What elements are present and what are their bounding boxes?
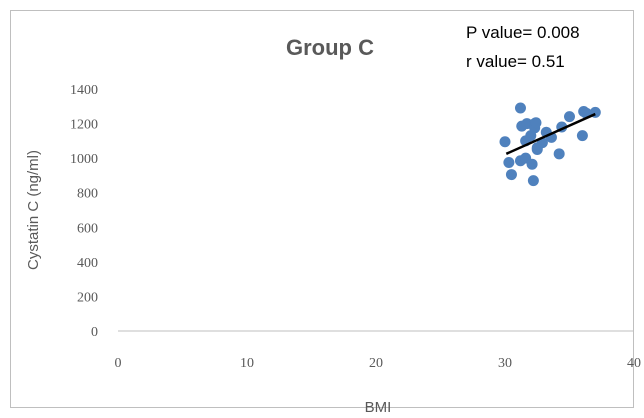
data-point [527, 175, 539, 187]
p-value-annotation: P value= 0.008 [466, 23, 580, 42]
data-point [514, 102, 526, 114]
y-tick-label: 600 [77, 221, 98, 236]
y-tick-label: 400 [77, 256, 98, 271]
chart-title: Group C [286, 35, 374, 60]
y-tick-label: 1400 [70, 83, 98, 98]
data-point [505, 169, 517, 181]
y-tick-label: 0 [91, 325, 98, 340]
data-point [576, 130, 588, 142]
x-tick-labels: 0 10 20 30 40 [115, 356, 642, 371]
r-value-annotation: r value= 0.51 [466, 52, 565, 71]
data-point [530, 117, 542, 129]
y-tick-labels: 0 200 400 600 800 1000 1200 1400 [70, 83, 98, 340]
y-tick-label: 1200 [70, 118, 98, 133]
y-axis-label: Cystatin C (ng/ml) [25, 150, 42, 270]
data-point [526, 158, 538, 170]
y-tick-label: 800 [77, 187, 98, 202]
trendline-group [505, 112, 596, 155]
x-tick-label: 20 [369, 356, 383, 371]
data-point [553, 148, 565, 160]
y-tick-label: 1000 [70, 152, 98, 167]
x-tick-label: 10 [240, 356, 254, 371]
x-tick-label: 40 [627, 356, 641, 371]
x-tick-label: 0 [115, 356, 122, 371]
data-point [503, 156, 515, 168]
data-point [564, 111, 575, 123]
x-tick-label: 30 [498, 356, 512, 371]
data-point [499, 136, 511, 148]
x-axis-label: BMI [365, 399, 392, 416]
trendline [505, 112, 596, 155]
y-tick-label: 200 [77, 290, 98, 305]
data-points [499, 102, 601, 187]
chart-frame [10, 10, 634, 408]
